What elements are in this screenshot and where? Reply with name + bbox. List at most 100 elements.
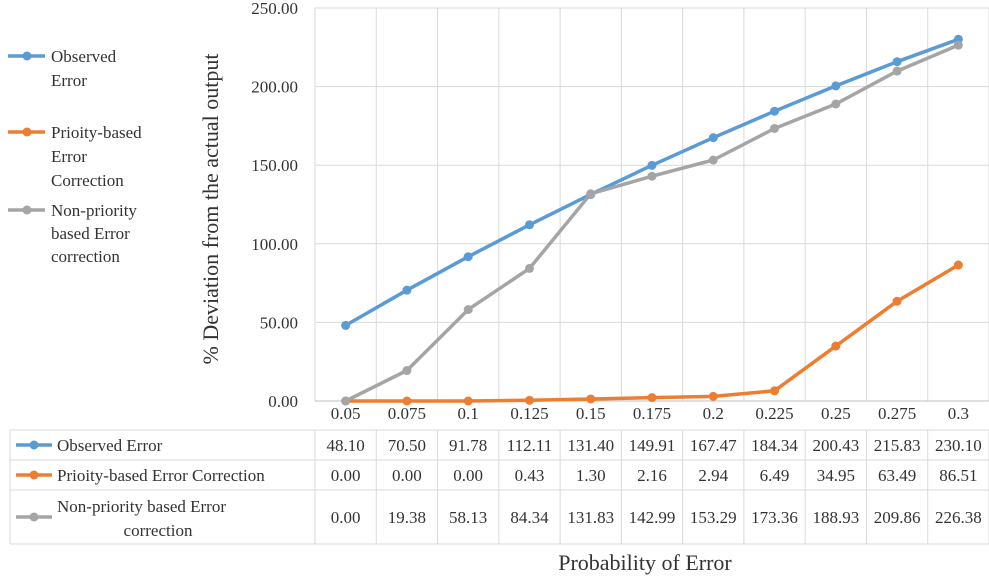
- legend-label: Observed: [51, 47, 117, 66]
- data-point: [524, 220, 534, 230]
- table-cell: 6.49: [760, 466, 790, 485]
- data-point: [463, 305, 473, 315]
- data-point: [708, 133, 718, 143]
- table-cell: 0.00: [392, 466, 422, 485]
- table-row-label: Observed Error: [57, 436, 163, 455]
- data-point: [831, 99, 841, 109]
- x-tick-label: 0.225: [755, 404, 793, 423]
- table-cell: 200.43: [812, 436, 859, 455]
- table-cell: 188.93: [812, 508, 859, 527]
- table-cell: 0.00: [331, 466, 361, 485]
- y-axis-title: % Deviation from the actual output: [198, 54, 223, 365]
- data-point: [892, 296, 902, 306]
- x-tick-label: 0.3: [948, 404, 969, 423]
- legend-swatch-marker: [22, 127, 32, 137]
- table-cell: 58.13: [449, 508, 487, 527]
- legend-label: correction: [51, 247, 120, 266]
- table-legend-marker: [29, 512, 39, 522]
- y-tick-label: 0.00: [268, 392, 298, 411]
- table-cell: 70.50: [388, 436, 426, 455]
- x-axis-tick-labels: 0.05 0.075 0.1 0.125 0.15 0.175 0.2 0.225 0.25 0.…: [331, 404, 969, 423]
- data-point: [953, 40, 963, 50]
- x-tick-label: 0.275: [878, 404, 916, 423]
- data-point: [402, 396, 412, 406]
- table-cell: 149.91: [629, 436, 676, 455]
- data-point: [770, 123, 780, 133]
- table-cell: 173.36: [751, 508, 798, 527]
- y-tick-label: 100.00: [251, 235, 298, 254]
- x-tick-label: 0.2: [703, 404, 724, 423]
- x-tick-label: 0.05: [331, 404, 361, 423]
- legend-swatch-marker: [22, 205, 32, 215]
- data-point: [770, 386, 780, 396]
- series-points: [341, 34, 963, 406]
- table-cell: 91.78: [449, 436, 487, 455]
- table-cell: 112.11: [507, 436, 553, 455]
- data-point: [524, 395, 534, 405]
- data-point: [708, 155, 718, 165]
- data-table: Observed Error 48.10 70.50 91.78 112.11 131.4…: [9, 429, 989, 545]
- table-cell: 2.94: [698, 466, 728, 485]
- table-row-label: Prioity-based Error Correction: [57, 466, 265, 485]
- table-cell: 86.51: [939, 466, 977, 485]
- data-point: [402, 285, 412, 295]
- legend: Observed Error Prioity-based Error Correctio…: [8, 47, 142, 266]
- table-cell: 0.43: [515, 466, 545, 485]
- table-row-label: Non-priority based Error: [57, 497, 226, 516]
- table-cell: 215.83: [874, 436, 921, 455]
- table-cell: 48.10: [327, 436, 365, 455]
- table-cell: 184.34: [751, 436, 798, 455]
- legend-label: based Error: [51, 224, 130, 243]
- legend-swatch-marker: [22, 51, 32, 61]
- y-axis-tick-labels: 0.00 50.00 100.00 150.00 200.00 250.00: [251, 0, 298, 411]
- x-tick-label: 0.1: [458, 404, 479, 423]
- data-point: [341, 320, 351, 330]
- table-cell: 142.99: [629, 508, 676, 527]
- table-legend-marker: [29, 470, 39, 480]
- table-cell: 19.38: [388, 508, 426, 527]
- table-row-label: correction: [124, 521, 193, 540]
- x-axis-title: Probability of Error: [558, 550, 732, 575]
- data-point: [892, 57, 902, 67]
- table-cell: 0.00: [453, 466, 483, 485]
- data-point: [341, 396, 351, 406]
- data-point: [524, 263, 534, 273]
- y-tick-label: 250.00: [251, 0, 298, 18]
- x-tick-label: 0.15: [576, 404, 606, 423]
- data-point: [892, 66, 902, 76]
- table-cell: 84.34: [510, 508, 549, 527]
- table-cell: 209.86: [874, 508, 921, 527]
- table-cell: 2.16: [637, 466, 667, 485]
- legend-label: Error: [51, 147, 87, 166]
- table-cell: 226.38: [935, 508, 982, 527]
- data-point: [647, 393, 657, 403]
- table-cell: 0.00: [331, 508, 361, 527]
- table-cell: 230.10: [935, 436, 982, 455]
- table-cell: 1.30: [576, 466, 606, 485]
- data-point: [770, 106, 780, 116]
- y-tick-label: 50.00: [260, 313, 298, 332]
- data-point: [647, 160, 657, 170]
- data-point: [586, 394, 596, 404]
- data-point: [402, 366, 412, 376]
- data-point: [463, 396, 473, 406]
- table-cell: 167.47: [690, 436, 737, 455]
- data-point: [586, 189, 596, 199]
- y-tick-label: 150.00: [251, 156, 298, 175]
- x-tick-label: 0.075: [388, 404, 426, 423]
- y-tick-label: 200.00: [251, 78, 298, 97]
- data-point: [708, 391, 718, 401]
- legend-label: Prioity-based: [51, 123, 142, 142]
- data-point: [647, 171, 657, 181]
- table-legend-marker: [29, 440, 39, 450]
- table-cell: 34.95: [817, 466, 855, 485]
- data-point: [831, 341, 841, 351]
- table-cell: 63.49: [878, 466, 916, 485]
- legend-label: Non-priority: [51, 201, 137, 220]
- x-tick-label: 0.25: [821, 404, 851, 423]
- table-cell: 131.83: [567, 508, 614, 527]
- data-point: [463, 252, 473, 262]
- data-point: [831, 81, 841, 91]
- table-cell: 131.40: [567, 436, 614, 455]
